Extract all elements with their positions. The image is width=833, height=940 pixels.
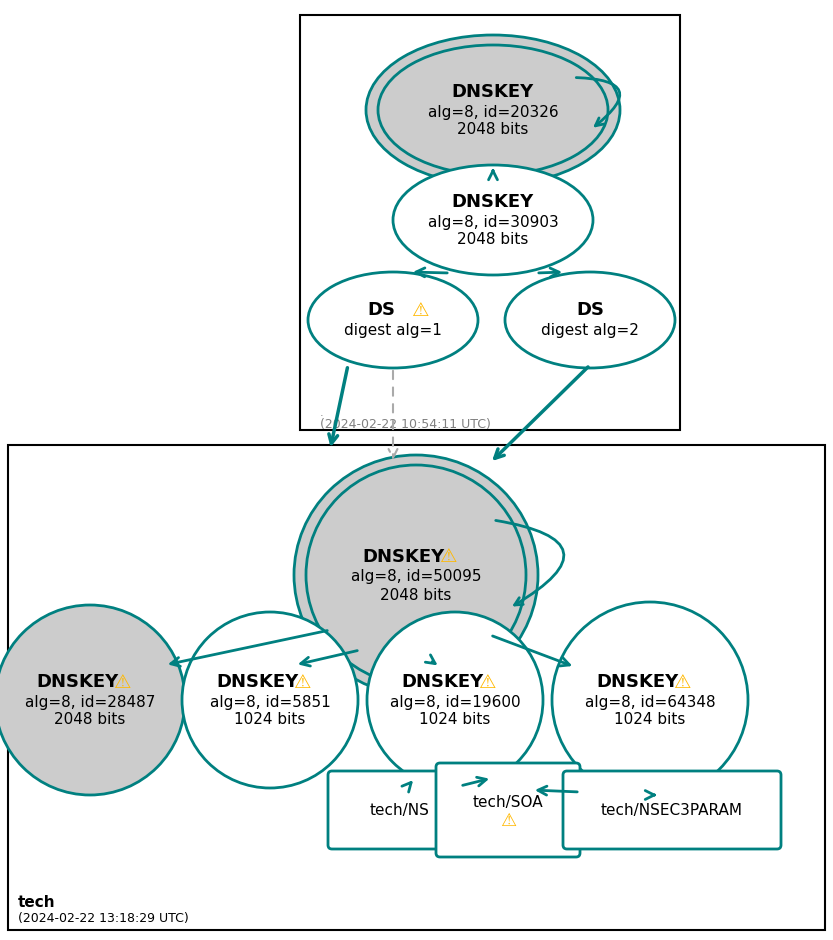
- Text: ⚠: ⚠: [294, 672, 312, 692]
- Text: tech/NSEC3PARAM: tech/NSEC3PARAM: [601, 803, 743, 818]
- Text: digest alg=2: digest alg=2: [541, 322, 639, 337]
- Ellipse shape: [552, 602, 748, 798]
- Text: .: .: [320, 408, 324, 418]
- Ellipse shape: [308, 272, 478, 368]
- Text: alg=8, id=19600: alg=8, id=19600: [390, 695, 521, 710]
- Ellipse shape: [294, 455, 538, 695]
- Text: 2048 bits: 2048 bits: [54, 713, 126, 728]
- Text: DNSKEY: DNSKEY: [363, 548, 445, 566]
- Ellipse shape: [378, 45, 608, 175]
- Text: tech/SOA: tech/SOA: [472, 795, 543, 810]
- Text: alg=8, id=5851: alg=8, id=5851: [210, 695, 331, 710]
- Text: 2048 bits: 2048 bits: [457, 232, 529, 247]
- Ellipse shape: [306, 465, 526, 685]
- Text: (2024-02-22 10:54:11 UTC): (2024-02-22 10:54:11 UTC): [320, 418, 491, 431]
- Ellipse shape: [366, 35, 620, 185]
- Text: tech/NS: tech/NS: [370, 803, 430, 818]
- Text: 2048 bits: 2048 bits: [457, 122, 529, 137]
- FancyBboxPatch shape: [563, 771, 781, 849]
- Text: alg=8, id=20326: alg=8, id=20326: [427, 104, 558, 119]
- Ellipse shape: [182, 612, 358, 788]
- Text: alg=8, id=30903: alg=8, id=30903: [427, 214, 558, 229]
- Ellipse shape: [0, 605, 185, 795]
- Text: DNSKEY: DNSKEY: [597, 673, 679, 691]
- Text: 1024 bits: 1024 bits: [419, 713, 491, 728]
- Text: alg=8, id=28487: alg=8, id=28487: [25, 695, 155, 710]
- Text: DS: DS: [576, 301, 604, 319]
- Ellipse shape: [505, 272, 675, 368]
- Text: digest alg=1: digest alg=1: [344, 322, 442, 337]
- Text: 2048 bits: 2048 bits: [381, 588, 451, 603]
- FancyArrowPatch shape: [576, 78, 620, 126]
- FancyArrowPatch shape: [496, 521, 564, 605]
- Text: DS: DS: [367, 301, 395, 319]
- Text: DNSKEY: DNSKEY: [402, 673, 484, 691]
- Bar: [300, 15, 680, 430]
- Bar: [8, 445, 825, 930]
- Text: 1024 bits: 1024 bits: [234, 713, 306, 728]
- Ellipse shape: [393, 165, 593, 275]
- Text: ⚠: ⚠: [114, 672, 132, 692]
- Text: DNSKEY: DNSKEY: [451, 83, 534, 101]
- FancyBboxPatch shape: [436, 763, 580, 857]
- Text: 1024 bits: 1024 bits: [614, 713, 686, 728]
- Text: ⚠: ⚠: [441, 547, 458, 567]
- Text: DNSKEY: DNSKEY: [217, 673, 299, 691]
- Text: alg=8, id=64348: alg=8, id=64348: [585, 695, 716, 710]
- Text: alg=8, id=50095: alg=8, id=50095: [351, 570, 481, 585]
- Text: DNSKEY: DNSKEY: [37, 673, 119, 691]
- Text: ⚠: ⚠: [674, 672, 691, 692]
- Text: ⚠: ⚠: [412, 301, 430, 320]
- Text: ⚠: ⚠: [479, 672, 496, 692]
- Text: tech: tech: [18, 895, 56, 910]
- Text: ⚠: ⚠: [500, 812, 516, 830]
- Text: (2024-02-22 13:18:29 UTC): (2024-02-22 13:18:29 UTC): [18, 912, 189, 925]
- FancyBboxPatch shape: [328, 771, 472, 849]
- Ellipse shape: [367, 612, 543, 788]
- Text: DNSKEY: DNSKEY: [451, 193, 534, 211]
